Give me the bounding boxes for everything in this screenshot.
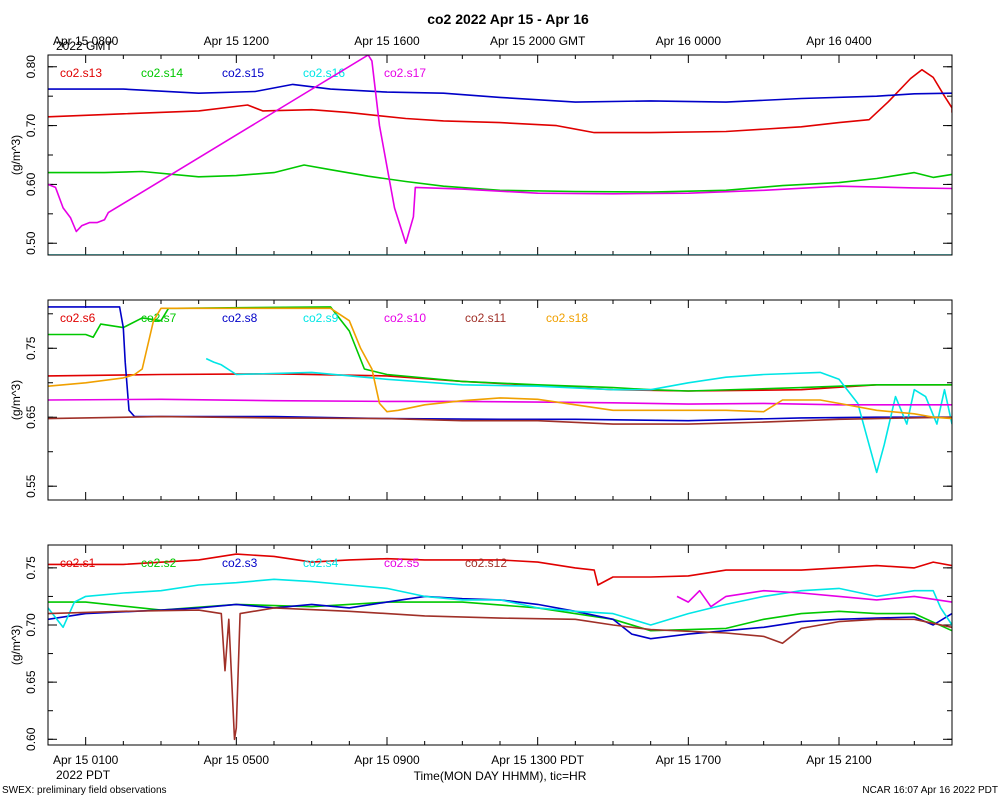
series-line-co2-s17 xyxy=(48,55,952,244)
pdt-tick-label: Apr 15 0100 xyxy=(53,753,119,767)
pdt-tick-label: Apr 15 2100 xyxy=(806,753,872,767)
legend-entry: co2.s8 xyxy=(222,311,258,325)
footer-left-note: SWEX: preliminary field observations xyxy=(2,785,167,796)
pdt-time-axis: Apr 15 0100 Apr 15 0500 Apr 15 0900 Apr 15 … xyxy=(53,753,872,782)
series-line-co2-s3 xyxy=(48,595,952,640)
gmt-tick-label: Apr 15 2000 GMT xyxy=(490,34,586,48)
legend-entry: co2.s7 xyxy=(141,311,177,325)
footer-right-stamp: NCAR 16:07 Apr 16 2022 PDT xyxy=(862,785,998,796)
panel-top: 0.50 0.60 0.70 0.80 (g/m^3) co2.s13 co2.s14 co2… xyxy=(9,54,953,256)
gmt-tick-label: Apr 15 1600 xyxy=(354,34,420,48)
series-line-co2-s7 xyxy=(48,306,952,392)
chart-panels: 0.50 0.60 0.70 0.80 (g/m^3) co2.s13 co2.s14 co2… xyxy=(9,54,953,751)
legend-entry: co2.s17 xyxy=(384,66,426,80)
legend-entry: co2.s6 xyxy=(60,311,96,325)
legend-entry: co2.s9 xyxy=(303,311,339,325)
series-line-co2-s14 xyxy=(48,164,952,193)
legend-entry: co2.s18 xyxy=(546,311,588,325)
plot-frame xyxy=(47,299,953,501)
series-line-co2-s15 xyxy=(48,83,952,103)
series-line-co2-s18 xyxy=(48,307,952,420)
pdt-tick-label: Apr 15 0500 xyxy=(204,753,270,767)
series-line-co2-s4 xyxy=(48,578,952,629)
y-axis-label: (g/m^3) xyxy=(9,380,23,420)
y-tick-label: 0.75 xyxy=(24,556,38,580)
y-axis-label: (g/m^3) xyxy=(9,135,23,175)
legend-entry: co2.s1 xyxy=(60,556,96,570)
gmt-year-label: 2022 GMT xyxy=(56,39,113,53)
y-tick-label: 0.70 xyxy=(24,613,38,637)
gmt-tick-label: Apr 15 0800 xyxy=(53,34,119,48)
legend-entry: co2.s4 xyxy=(303,556,339,570)
series-line-co2-s12 xyxy=(48,607,952,741)
gmt-time-axis: Apr 15 0800 Apr 15 1200 Apr 15 1600 Apr 15 … xyxy=(53,34,872,53)
gmt-tick-label: Apr 16 0000 xyxy=(656,34,722,48)
pdt-tick-label: Apr 15 1300 PDT xyxy=(491,753,584,767)
y-tick-label: 0.60 xyxy=(24,172,38,196)
series-line-co2-s13 xyxy=(48,68,952,134)
pdt-year-label: 2022 PDT xyxy=(56,768,111,782)
legend-entry: co2.s15 xyxy=(222,66,264,80)
pdt-tick-label: Apr 15 0900 xyxy=(354,753,420,767)
series-line-co2-s11 xyxy=(48,415,952,425)
legend-entry: co2.s5 xyxy=(384,556,420,570)
plot-frame xyxy=(47,544,953,746)
legend-entry: co2.s10 xyxy=(384,311,426,325)
gmt-tick-label: Apr 16 0400 xyxy=(806,34,872,48)
legend-entry: co2.s12 xyxy=(465,556,507,570)
legend-entry: co2.s16 xyxy=(303,66,345,80)
y-tick-label: 0.50 xyxy=(24,231,38,255)
y-tick-label: 0.75 xyxy=(24,336,38,360)
series-line-co2-s1 xyxy=(48,553,952,586)
panel-bottom: 0.60 0.65 0.70 0.75 (g/m^3) co2.s1 co2.s2 co2.s… xyxy=(9,544,953,751)
panel-middle: 0.55 0.65 0.75 (g/m^3) co2.s6 co2.s7 co2.s8 co2… xyxy=(9,299,953,501)
pdt-tick-label: Apr 15 1700 xyxy=(656,753,722,767)
y-tick-label: 0.60 xyxy=(24,727,38,751)
y-axis-label: (g/m^3) xyxy=(9,625,23,665)
y-tick-label: 0.70 xyxy=(24,114,38,138)
chart-title: co2 2022 Apr 15 - Apr 16 xyxy=(427,11,589,27)
y-tick-label: 0.65 xyxy=(24,670,38,694)
series-line-co2-s9 xyxy=(205,357,952,474)
legend-entry: co2.s2 xyxy=(141,556,177,570)
series-line-co2-s5 xyxy=(676,589,952,608)
legend-entry: co2.s13 xyxy=(60,66,102,80)
legend-entry: co2.s11 xyxy=(465,311,506,325)
series-line-co2-s10 xyxy=(48,398,952,406)
legend-entry: co2.s3 xyxy=(222,556,258,570)
y-tick-label: 0.80 xyxy=(24,55,38,79)
y-tick-label: 0.55 xyxy=(24,474,38,498)
gmt-tick-label: Apr 15 1200 xyxy=(204,34,270,48)
y-tick-label: 0.65 xyxy=(24,405,38,429)
legend-entry: co2.s14 xyxy=(141,66,183,80)
plot-frame xyxy=(47,54,953,256)
x-axis-label: Time(MON DAY HHMM), tic=HR xyxy=(414,769,587,783)
